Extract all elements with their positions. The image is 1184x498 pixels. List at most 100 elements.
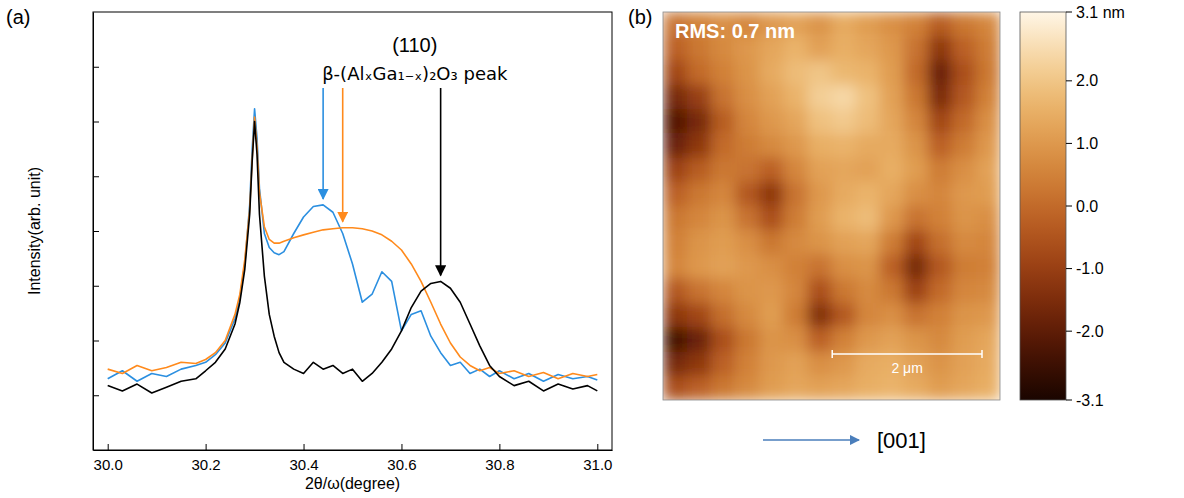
heatmap-cell xyxy=(663,279,688,304)
heatmap-cell xyxy=(832,12,857,37)
tick-label: 30.6 xyxy=(387,456,416,473)
panel-b: RMS: 0.7 nm2 μm3.1 nm2.01.00.0-1.0-2.0-3… xyxy=(628,4,1125,453)
heatmap-cell xyxy=(759,255,784,280)
heatmap-cell xyxy=(807,85,832,110)
heatmap-cell xyxy=(904,133,929,158)
heatmap-cell xyxy=(735,255,760,280)
heatmap-cell xyxy=(807,61,832,86)
heatmap-cell xyxy=(711,352,736,377)
heatmap-cell xyxy=(976,36,1000,61)
heatmap-cell xyxy=(856,352,881,377)
heatmap-cell xyxy=(663,182,688,207)
colorbar-tick-label: 0.0 xyxy=(1076,198,1098,215)
colorbar-tick-label: -3.1 xyxy=(1076,392,1104,409)
heatmap-cell xyxy=(735,279,760,304)
heatmap-cell xyxy=(976,61,1000,86)
heatmap-cell xyxy=(952,85,977,110)
heatmap-cell xyxy=(976,327,1000,352)
heatmap-cell xyxy=(687,327,712,352)
colorbar-tick xyxy=(1066,80,1072,81)
heatmap-cell xyxy=(976,109,1000,134)
heatmap-cell xyxy=(759,182,784,207)
y-tick xyxy=(93,231,99,232)
colorbar-tick-label: 2.0 xyxy=(1076,72,1098,89)
heatmap-cell xyxy=(759,352,784,377)
heatmap-cell xyxy=(711,327,736,352)
heatmap-cell xyxy=(880,12,905,37)
heatmap-cell xyxy=(735,182,760,207)
heatmap-cell xyxy=(807,279,832,304)
y-tick xyxy=(93,286,99,287)
heatmap-cell xyxy=(976,158,1000,183)
colorbar-tick xyxy=(1066,143,1072,144)
heatmap-cell xyxy=(807,182,832,207)
heatmap-cell xyxy=(711,279,736,304)
heatmap-cell xyxy=(807,36,832,61)
heatmap-cell xyxy=(807,12,832,37)
tick-label: 30.2 xyxy=(192,456,221,473)
heatmap-cell xyxy=(928,36,953,61)
tick-mark xyxy=(304,444,305,450)
tick-mark xyxy=(206,444,207,450)
heatmap-cell xyxy=(904,36,929,61)
x-tick: 30.8 xyxy=(485,444,514,473)
heatmap-cell xyxy=(928,61,953,86)
heatmap-cell xyxy=(832,230,857,255)
heatmap-cell xyxy=(832,303,857,328)
tick-label: 31.0 xyxy=(583,456,612,473)
tick-label: 30.8 xyxy=(485,456,514,473)
heatmap-cell xyxy=(711,109,736,134)
colorbar-tick-label: -1.0 xyxy=(1076,260,1104,277)
figure: 30.030.230.430.630.831.02θ/ω(degree)Inte… xyxy=(0,0,1184,498)
heatmap-cell xyxy=(663,109,688,134)
tick-mark xyxy=(93,67,99,68)
heatmap-cell xyxy=(759,85,784,110)
heatmap-cell xyxy=(735,61,760,86)
heatmap-cell xyxy=(687,133,712,158)
x-axis: 30.0 30.2 30.4 30.6 30.8 31.0 xyxy=(94,444,613,473)
heatmap-cell xyxy=(856,303,881,328)
heatmap-cell xyxy=(928,376,953,400)
heatmap-cell xyxy=(783,303,808,328)
heatmap-cell xyxy=(807,376,832,400)
heatmap-cell xyxy=(904,61,929,86)
heatmap-cell xyxy=(904,230,929,255)
heatmap-cell xyxy=(735,327,760,352)
colorbar-tick xyxy=(1066,331,1072,332)
heatmap-cell xyxy=(759,206,784,231)
heatmap-cell xyxy=(663,133,688,158)
heatmap-cell xyxy=(783,85,808,110)
heatmap-cell xyxy=(976,376,1000,400)
heatmap-cell xyxy=(832,61,857,86)
heatmap-cell xyxy=(832,36,857,61)
heatmap-cell xyxy=(928,303,953,328)
heatmap-cell xyxy=(783,279,808,304)
heatmap-cell xyxy=(783,376,808,400)
heatmap-cell xyxy=(663,327,688,352)
heatmap-cell xyxy=(856,36,881,61)
heatmap-cell xyxy=(928,12,953,37)
colorbar-tick xyxy=(1066,268,1072,269)
tick-label: 30.4 xyxy=(289,456,318,473)
panel-a: 30.030.230.430.630.831.02θ/ω(degree)Inte… xyxy=(6,6,613,492)
heatmap-cell xyxy=(832,133,857,158)
image-frame xyxy=(663,12,1000,400)
heatmap-cell xyxy=(832,182,857,207)
heatmap-cell xyxy=(832,255,857,280)
heatmap-cell xyxy=(711,206,736,231)
colorbar-tick-label: 1.0 xyxy=(1076,135,1098,152)
heatmap-cell xyxy=(880,279,905,304)
colorbar-tick-label: 3.1 nm xyxy=(1076,4,1125,21)
heatmap-cell xyxy=(904,182,929,207)
heatmap-cell xyxy=(832,279,857,304)
heatmap-cell xyxy=(928,352,953,377)
heatmap-cell xyxy=(952,133,977,158)
heatmap-cell xyxy=(832,376,857,400)
heatmap-cell xyxy=(976,133,1000,158)
heatmap-cell xyxy=(832,352,857,377)
tick-label: 30.0 xyxy=(94,456,123,473)
heatmap-cell xyxy=(880,327,905,352)
tick-mark xyxy=(93,231,99,232)
heatmap-cell xyxy=(904,158,929,183)
heatmap-cell xyxy=(807,255,832,280)
